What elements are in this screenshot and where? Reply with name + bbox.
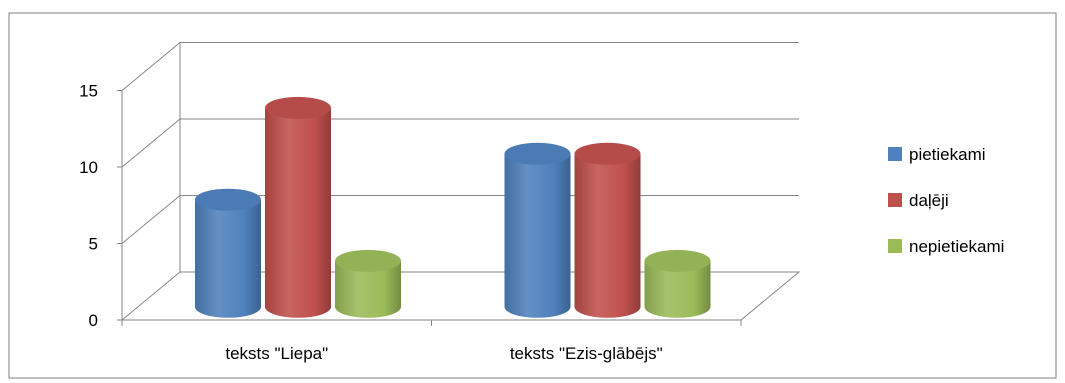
legend-label: pietiekami [909,145,986,164]
bar-body [335,260,401,318]
bar-top [644,249,711,272]
bar-body [574,153,641,318]
bar [335,249,401,318]
bar [195,188,261,318]
x-tick-label: teksts "Ezis-glābējs" [510,344,663,363]
bars [195,96,711,318]
legend-swatch [888,193,902,207]
legend-swatch [888,239,902,253]
bar-body [265,107,331,318]
bar-body [504,153,571,318]
bar-top [265,96,331,119]
bar [644,249,711,318]
bar [574,142,641,318]
bar [504,142,571,318]
bar-body [644,260,711,318]
y-axis-tick-labels: 0 5 10 15 [79,82,98,331]
chart-walls [120,271,801,321]
x-axis-tick-labels: teksts "Liepa" teksts "Ezis-glābējs" [225,344,662,363]
legend-label: nepietiekami [909,237,1004,256]
y-tick-label: 0 [89,311,98,330]
axes [117,42,742,326]
bar-top [504,142,571,165]
x-tick-label: teksts "Liepa" [225,344,328,363]
legend-label: daļēji [909,191,949,210]
bar-top [574,142,641,165]
bar-top [195,188,261,211]
legend: pietiekami daļēji nepietiekami [888,145,1004,256]
legend-swatch [888,147,902,161]
bar-top [335,249,401,272]
bar-body [195,199,261,318]
y-tick-label: 5 [89,235,98,254]
y-tick-label: 15 [79,82,98,101]
y-tick-label: 10 [79,158,98,177]
chart-floor [120,271,801,321]
bar [265,96,331,318]
